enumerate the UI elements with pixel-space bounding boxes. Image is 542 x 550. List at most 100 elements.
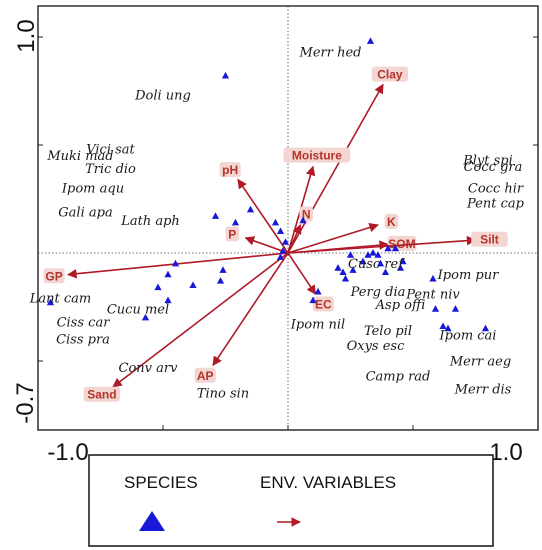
species-label: Ciss car [57,315,111,330]
env-label-silt: Silt [480,233,499,247]
species-point [429,274,437,282]
species-point [369,249,377,256]
species-point [341,274,350,282]
species-label: Muki mad [46,149,113,164]
species-point [346,251,355,258]
env-label-bg-moisture [283,147,351,163]
species-label: Ipom cai [439,328,497,343]
legend: SPECIES ENV. VARIABLES [88,454,494,547]
legend-species-label: SPECIES [124,473,198,492]
species-point [211,212,220,219]
species-label: Cocc gra [464,160,523,175]
env-label-sand: Sand [87,388,116,402]
species-point [481,324,490,332]
species-point [314,287,322,295]
species-point [399,257,407,265]
species-point [164,296,172,304]
species-point [359,257,367,265]
env-label-ec: EC [315,298,332,312]
species-label: Oxys esc [347,339,406,354]
species-label: Asp offi [375,298,426,313]
env-arrow-ec [287,252,317,295]
env-label-p: P [228,227,236,241]
species-point [141,313,150,321]
species-point [451,305,460,312]
species-label: Pent niv [405,287,460,302]
species-label: Doli ung [134,89,191,104]
env-arrow-p [244,236,289,254]
species-label: Cucu mel [107,302,169,317]
species-point [246,205,255,213]
env-label-bg-ap [194,367,216,383]
species-point [431,305,440,312]
species-point [276,227,285,234]
legend-box [88,454,494,547]
env-arrow-clay [287,83,384,254]
species-label: Cocc hir [468,182,524,197]
env-arrow-gp [67,252,289,279]
x-tick-right: 1.0 [489,439,522,466]
species-point [276,253,285,260]
env-label-bg-ec [312,296,334,312]
env-arrow-silt [287,235,477,254]
y-tick-top: 1.0 [13,19,40,52]
x-tick-left: -1.0 [47,439,88,466]
species-point [281,238,290,245]
env-label-moisture: Moisture [292,149,342,163]
species-point [216,277,225,284]
env-label-bg-k [384,213,399,229]
env-label-bg-ph [219,162,241,178]
legend-env-label: ENV. VARIABLES [260,473,396,492]
species-point [271,218,280,226]
species-label: Pent cap [466,197,525,212]
species-point [384,244,392,252]
env-arrow-ph [237,178,289,254]
species-point [334,264,342,271]
species-point [374,251,382,258]
species-point [154,283,162,291]
species-point [171,259,180,267]
env-label-bg-sand [83,386,121,402]
species-label: Perg dia [350,285,406,300]
species-label: Lath aph [120,214,180,229]
species-point [349,266,357,273]
species-label: Blyt spi [462,153,513,168]
species-label: Tino sin [197,387,249,402]
env-label-n: N [302,207,311,221]
species-label: Ipom pur [437,268,499,283]
env-label-bg-clay [371,66,409,82]
species-point [364,251,372,258]
species-point [279,246,287,254]
env-label-k: K [387,215,396,229]
env-arrow-n [287,224,302,254]
env-arrow-sand [112,252,289,388]
legend-species-triangle-icon [139,511,165,531]
species-label: Telo pil [364,324,412,339]
env-label-bg-p [225,226,240,242]
species-point [231,218,240,226]
species-point [439,322,447,330]
species-label: Cusc ref [348,257,405,272]
species-label: Merr hed [299,45,362,60]
env-label-bg-gp [43,268,65,284]
species-point [444,324,452,332]
env-label-bg-silt [471,231,508,247]
env-label-clay: Clay [377,68,403,82]
species-point [219,266,227,273]
env-label-ph: pH [222,163,238,177]
species-point [381,268,390,276]
species-label: Vici sat [86,143,135,158]
species-label: Gali apa [58,205,112,220]
env-arrow-ap [212,252,289,367]
species-point [391,244,400,252]
species-label: Merr dis [454,382,512,397]
species-label: Merr aeg [449,354,511,369]
species-point [189,281,197,288]
species-label: Tric dio [85,162,136,177]
species-label: Conv arv [119,361,179,376]
species-label: Ciss pra [56,333,110,348]
species-point [309,296,317,304]
species-label: Ipom aqu [61,182,124,197]
species-point [46,298,55,306]
